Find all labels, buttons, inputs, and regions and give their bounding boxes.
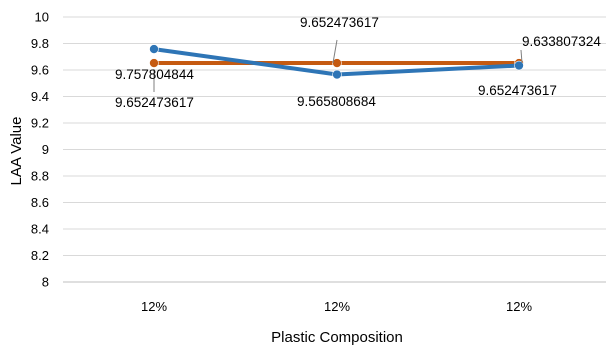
data-point [149,44,159,54]
y-tick-label: 10 [35,10,49,25]
data-label: 9.652473617 [478,83,557,98]
y-axis-title: LAA Value [8,117,25,186]
y-tick-label: 9.4 [31,89,49,104]
data-label: 9.757804844 [115,67,194,82]
data-point [149,58,159,68]
y-tick-label: 9.2 [31,116,49,131]
data-point [514,60,524,71]
data-label: 9.565808684 [297,94,376,109]
y-tick-label: 8.2 [31,248,49,263]
series-lines [149,44,524,80]
x-tick-label: 12% [141,299,167,314]
x-tick-label: 12% [506,299,532,314]
y-tick-label: 9 [42,142,49,157]
y-tick-label: 8 [42,275,49,290]
data-point [332,58,342,68]
data-label: 9.652473617 [300,15,379,30]
y-tick-label: 8.4 [31,222,49,237]
y-tick-label: 8.8 [31,169,49,184]
data-label: 9.652473617 [115,95,194,110]
label-leaders [153,39,523,92]
x-tick-labels: 12% 12% 12% [141,299,532,314]
x-axis-title: Plastic Composition [271,329,403,346]
y-tick-labels: 8 8.2 8.4 8.6 8.8 9 9.2 9.4 9.6 9.8 10 [31,10,49,290]
data-label: 9.633807324 [522,34,601,49]
data-point [332,69,342,80]
data-labels: 9.757804844 9.565808684 9.633807324 9.65247… [115,15,601,110]
x-tick-label: 12% [324,299,350,314]
y-tick-label: 9.6 [31,63,49,78]
label-leader-line [332,39,338,64]
y-tick-label: 8.6 [31,195,49,210]
label-leader-line [520,49,523,64]
y-tick-label: 9.8 [31,36,49,51]
